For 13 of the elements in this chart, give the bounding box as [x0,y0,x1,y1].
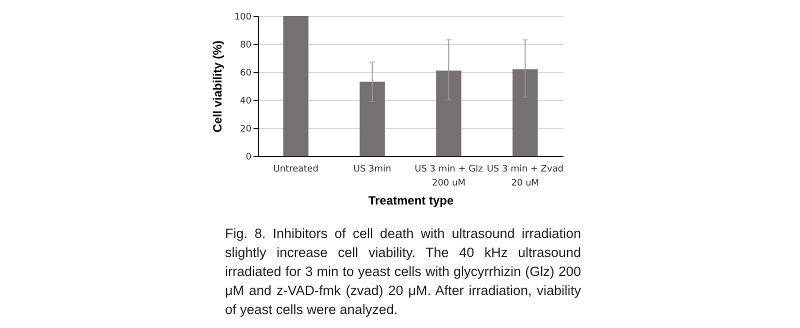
y-axis-title: Cell viability (%) [210,40,224,133]
y-tick-label: 80 [240,40,252,50]
caption: Fig. 8. Inhibitors of cell death with ultrasound irradiation slightly increase cell viability. The 40 kHz ultrasound irradiated for 3 min to yeast cells with glycyrrhizin (Glz) 200 μM and z-VAD-fmk (zvad) 20 μM. After irradiation, viability of yeast cells were analyzed. [225,225,581,319]
y-tick-label: 60 [240,68,252,78]
y-tick-label: 40 [240,96,252,106]
x-tick-label: Untreated [273,164,318,174]
y-tick-label: 100 [234,12,252,22]
y-tick-label: 20 [240,124,252,134]
x-tick-label: US 3 min + Zvad 20 uM [486,164,564,188]
y-tick-label: 0 [246,152,252,162]
x-tick-label: US 3 min + Glz 200 uM [414,164,484,188]
x-axis-title: Treatment type [368,194,454,208]
x-tick-label: US 3min [353,164,392,174]
